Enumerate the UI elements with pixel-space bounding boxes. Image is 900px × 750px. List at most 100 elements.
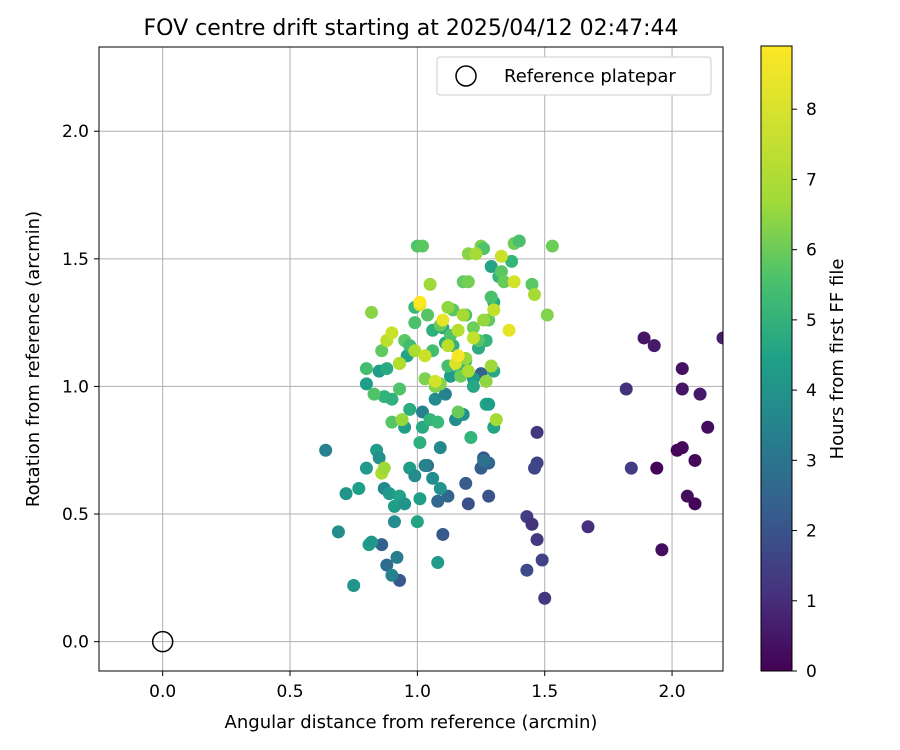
scatter-point (466, 331, 480, 345)
reference-marker-layer (151, 630, 174, 653)
scatter-point (359, 362, 373, 376)
scatter-point (469, 247, 483, 261)
scatter-point (451, 349, 465, 363)
colorbar-tick-label: 6 (806, 241, 817, 261)
scatter-point (520, 563, 534, 577)
scatter-point (390, 550, 404, 564)
scatter-point (352, 482, 366, 496)
scatter-point (380, 558, 394, 572)
scatter-point (489, 413, 503, 427)
scatter-point (331, 525, 345, 539)
scatter-point (413, 295, 427, 309)
scatter-point (410, 515, 424, 529)
scatter-point (339, 487, 353, 501)
scatter-point (428, 392, 442, 406)
x-tick-label: 2.0 (659, 682, 686, 702)
scatter-point (441, 300, 455, 314)
scatter-point (484, 290, 498, 304)
scatter-point (385, 326, 399, 340)
scatter-point (716, 331, 723, 345)
scatter-point (581, 520, 595, 534)
scatter-point (375, 538, 389, 552)
scatter-point (505, 254, 519, 268)
colorbar-tick-label: 8 (806, 100, 817, 120)
scatter-point (431, 415, 445, 429)
scatter-point (624, 461, 638, 475)
scatter-point (382, 487, 396, 501)
scatter-point (415, 239, 429, 253)
scatter-point (459, 476, 473, 490)
gridlines (99, 47, 723, 671)
scatter-point (494, 249, 508, 263)
scatter-point (395, 413, 409, 427)
colorbar-ticks: 0 1 2 3 4 5 6 7 8 (792, 100, 817, 682)
scatter-point (359, 461, 373, 475)
scatter-point (456, 308, 470, 322)
scatter-point (377, 461, 391, 475)
scatter-point (675, 362, 689, 376)
scatter-point (675, 441, 689, 455)
scatter-point (647, 339, 661, 353)
scatter-point (477, 313, 491, 327)
colorbar-tick-label: 1 (806, 592, 817, 612)
scatter-point (477, 453, 491, 467)
scatter-point (693, 387, 707, 401)
scatter-point (398, 497, 412, 511)
colorbar-tick-label: 4 (806, 381, 817, 401)
colorbar-label: Hours from first FF file (827, 259, 848, 460)
scatter-point (484, 359, 498, 373)
scatter-point (385, 568, 399, 582)
scatter-point (655, 543, 669, 557)
scatter-point (619, 382, 633, 396)
scatter-point (487, 303, 501, 317)
scatter-point (688, 497, 702, 511)
scatter-point (443, 369, 457, 383)
y-tick-label: 1.0 (62, 377, 89, 397)
scatter-point (530, 533, 544, 547)
scatter-point (466, 379, 480, 393)
scatter-point (418, 349, 432, 363)
scatter-point (502, 323, 516, 337)
scatter-point (512, 234, 526, 248)
scatter-point (675, 382, 689, 396)
scatter-point (466, 321, 480, 335)
scatter-point (530, 425, 544, 439)
scatter-point (637, 331, 651, 345)
scatter-point (433, 441, 447, 455)
scatter-point (408, 316, 422, 330)
y-axis-ticks: 0.0 0.5 1.0 1.5 2.0 (62, 122, 99, 653)
scatter-point (525, 517, 539, 531)
scatter-point (385, 392, 399, 406)
scatter-point (375, 344, 389, 358)
legend: Reference platepar (436, 56, 712, 96)
legend-label-reference-platepar: Reference platepar (504, 66, 676, 87)
scatter-point (413, 492, 427, 506)
x-tick-label: 1.0 (404, 682, 431, 702)
colorbar: 0 1 2 3 4 5 6 7 8 Hours from first FF file (760, 45, 848, 682)
scatter-point (319, 443, 333, 457)
scatter-point (479, 374, 493, 388)
scatter-point (365, 305, 379, 319)
legend-marker-open-circle (455, 65, 477, 87)
scatter-point (408, 469, 422, 483)
scatter-point (428, 374, 442, 388)
scatter-point (365, 535, 379, 549)
scatter-point (441, 339, 455, 353)
scatter-point (393, 356, 407, 370)
scatter-point (431, 494, 445, 508)
scatter-point (538, 591, 552, 605)
scatter-point (438, 387, 452, 401)
scatter-point (482, 489, 496, 503)
data-points (319, 234, 723, 605)
colorbar-tick-label: 0 (806, 662, 817, 682)
scatter-point (393, 382, 407, 396)
scatter-point (421, 308, 435, 322)
scatter-point (387, 515, 401, 529)
y-tick-label: 1.5 (62, 250, 89, 270)
scatter-point (461, 497, 475, 511)
scatter-point (387, 499, 401, 513)
y-tick-label: 0.5 (62, 505, 89, 525)
scatter-point (451, 323, 465, 337)
scatter-point (482, 397, 496, 411)
